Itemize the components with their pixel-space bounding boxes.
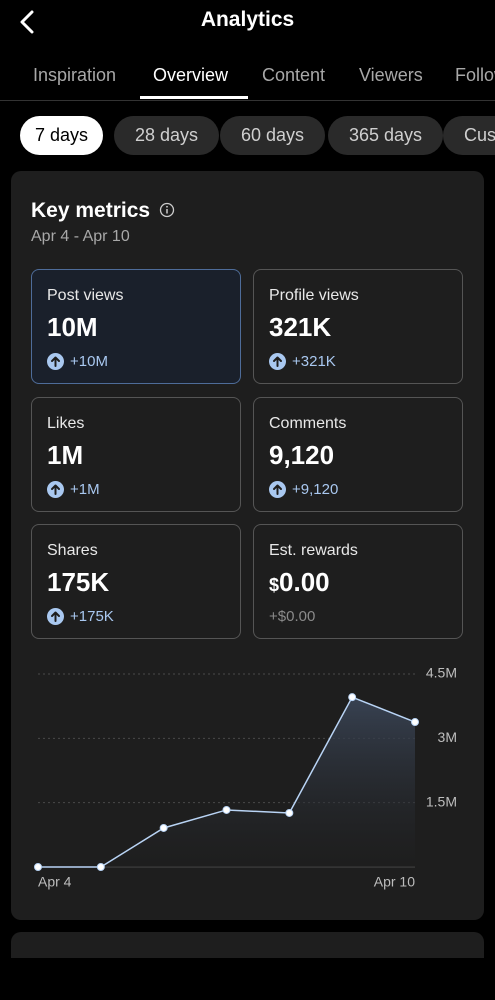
- metric-value: 175K: [47, 567, 109, 598]
- metric-change: +321K: [269, 353, 336, 370]
- data-point: [159, 823, 168, 832]
- metric-label: Likes: [47, 414, 85, 432]
- metric-change-text: +10M: [70, 353, 108, 370]
- page-title: Analytics: [200, 8, 295, 31]
- metric-tile[interactable]: Comments 9,120 +9,120: [253, 396, 463, 512]
- metric-currency: $: [269, 575, 280, 595]
- range-pill[interactable]: 28 days: [114, 116, 220, 155]
- metric-change-text: +$0.00: [269, 608, 316, 625]
- metric-label: Comments: [269, 414, 347, 432]
- metric-value-text: 0.00: [279, 567, 330, 597]
- data-point: [285, 808, 294, 817]
- metric-change-text: +321K: [292, 353, 336, 370]
- metric-value: 10M: [47, 312, 98, 343]
- metric-change-text: +175K: [70, 608, 114, 625]
- chart: 1.5M 3M 4.5M Apr 4 Apr 10: [34, 665, 457, 890]
- metric-value: 1M: [47, 440, 83, 471]
- metric-label: Est. rewards: [269, 542, 358, 559]
- metric-tile[interactable]: Post views 10M +10M: [31, 269, 241, 384]
- metric-value-text: 10M: [47, 312, 98, 342]
- metric-change: +175K: [47, 608, 114, 625]
- metric-value-text: 175K: [47, 567, 110, 597]
- area-fill: [38, 697, 415, 867]
- metric-value-text: 9,120: [269, 439, 335, 470]
- metric-change: +1M: [47, 480, 100, 498]
- tab[interactable]: Overview: [153, 65, 229, 85]
- metric-value-text: 1M: [47, 439, 84, 470]
- metric-tile[interactable]: Shares 175K +175K: [31, 524, 241, 639]
- range-pill[interactable]: 365 days: [328, 116, 444, 155]
- metric-label: Profile views: [269, 287, 359, 304]
- metric-value: 9,120: [269, 440, 334, 471]
- metric-label: Shares: [47, 542, 98, 559]
- range-pill[interactable]: Custom: [443, 116, 495, 155]
- tab[interactable]: Viewers: [359, 65, 423, 85]
- data-point: [34, 863, 42, 871]
- info-icon[interactable]: [159, 202, 175, 218]
- tab[interactable]: Followers: [455, 65, 495, 85]
- metric-change: +$0.00: [269, 608, 315, 625]
- tab-bar: Inspiration Overview Content Viewers Followe…: [0, 60, 495, 101]
- data-point: [411, 718, 419, 727]
- trend-up-icon: [269, 353, 286, 370]
- metric-tile[interactable]: Likes 1M +1M: [31, 396, 241, 512]
- metric-tile[interactable]: Est. rewards $0.00 +$0.00: [253, 524, 463, 639]
- metric-change: +9,120: [269, 480, 339, 498]
- trend-up-icon: [47, 608, 64, 625]
- metric-change-text: +1M: [70, 480, 100, 498]
- trend-up-icon: [269, 480, 286, 498]
- back-button[interactable]: [18, 10, 38, 34]
- metric-value-text: 321K: [269, 312, 332, 342]
- y-tick-label: 1.5M: [426, 793, 457, 809]
- card-title: Key metrics: [31, 199, 175, 223]
- metric-tile[interactable]: Profile views 321K +321K: [253, 269, 463, 384]
- next-card: [11, 932, 484, 958]
- trend-up-icon: [47, 480, 64, 498]
- metric-value: $0.00: [269, 567, 330, 598]
- x-tick-label: Apr 4: [38, 874, 72, 890]
- metric-label: Post views: [47, 287, 124, 304]
- y-tick-label: 4.5M: [426, 665, 457, 681]
- tab[interactable]: Content: [262, 65, 326, 85]
- metric-value: 321K: [269, 312, 331, 343]
- range-pill[interactable]: 7 days: [20, 116, 104, 155]
- metric-change-text: +9,120: [292, 480, 339, 498]
- x-tick-label: Apr 10: [374, 874, 415, 890]
- metrics-card: Key metrics Apr 4 - Apr 10 1.5M 3M 4.5M Apr…: [11, 171, 484, 920]
- range-pill[interactable]: 60 days: [220, 116, 326, 155]
- data-point: [96, 863, 105, 871]
- metric-change: +10M: [47, 353, 108, 370]
- data-point: [222, 805, 231, 814]
- card-title-text: Key metrics: [31, 199, 151, 222]
- trend-up-icon: [47, 353, 64, 370]
- data-point: [348, 693, 357, 702]
- tab[interactable]: Inspiration: [33, 65, 117, 85]
- tab-underline: [140, 96, 248, 99]
- y-tick-label: 3M: [438, 729, 457, 745]
- date-range: Apr 4 - Apr 10: [31, 228, 130, 245]
